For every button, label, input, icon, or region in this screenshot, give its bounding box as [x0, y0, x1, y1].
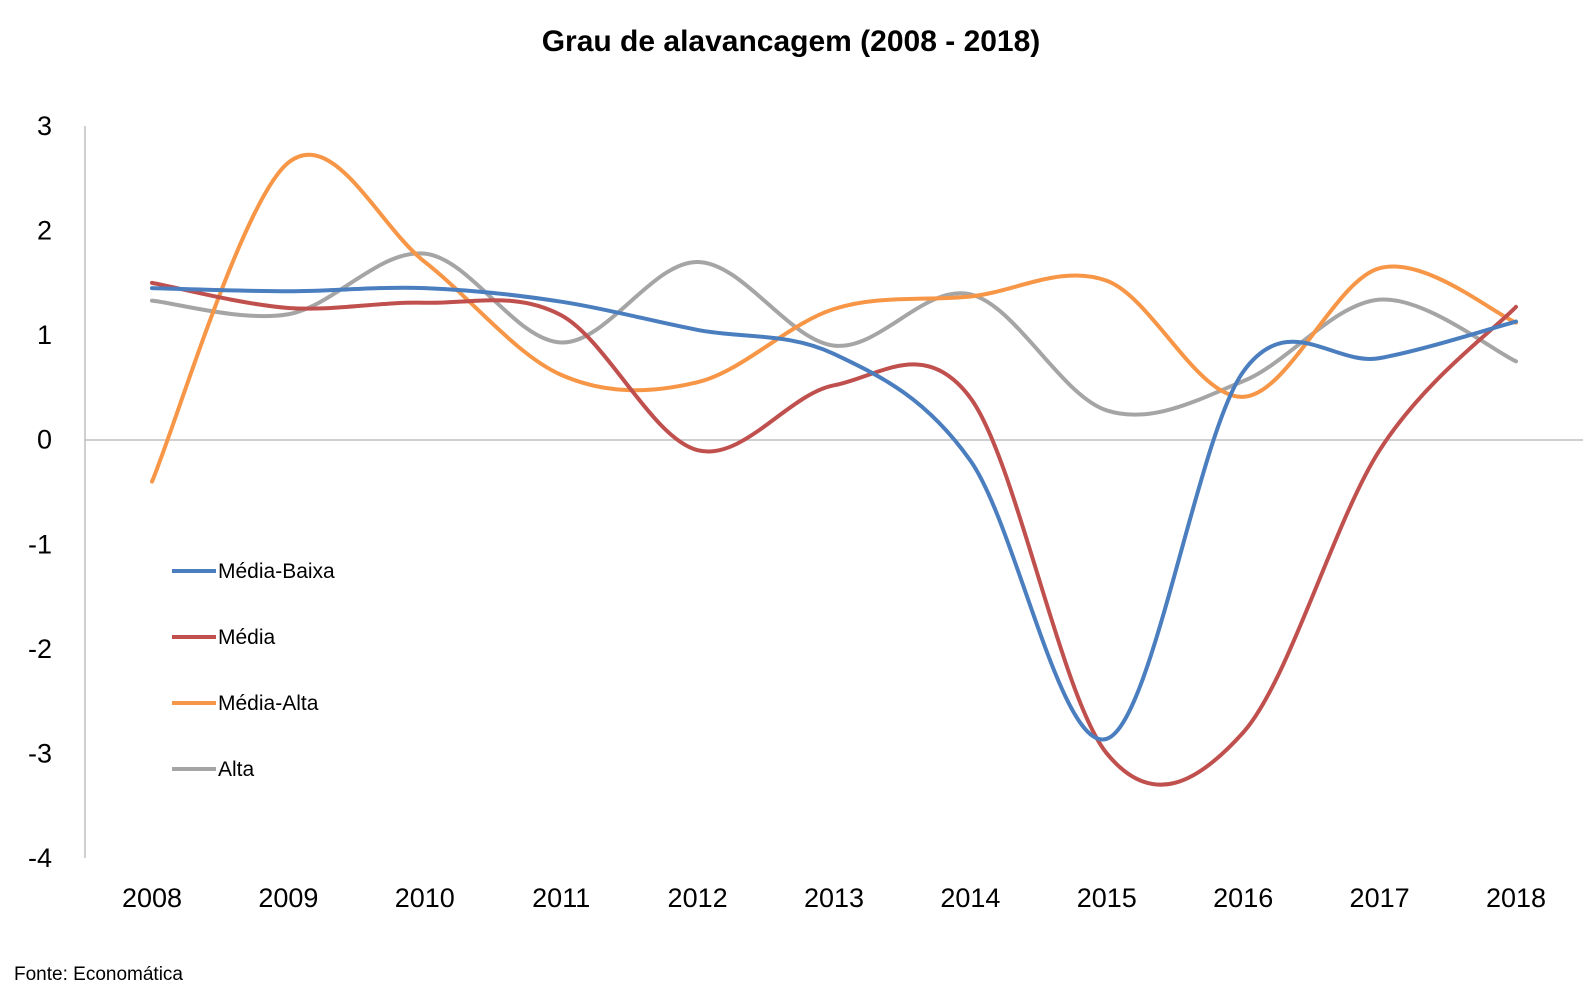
- y-tick-label: 0: [37, 425, 52, 455]
- x-tick-label: 2008: [122, 883, 182, 913]
- x-tick-label: 2010: [395, 883, 455, 913]
- y-axis-ticks: 3 2 1 0 -1 -2 -3 -4: [28, 111, 52, 873]
- y-tick-label: -2: [28, 634, 52, 664]
- x-tick-label: 2018: [1486, 883, 1546, 913]
- series-line-m-dia-alta: [150, 152, 1518, 484]
- x-tick-label: 2015: [1077, 883, 1137, 913]
- series-line-m-dia-baixa: [150, 285, 1518, 742]
- x-axis-ticks: 2008 2009 2010 2011 2012 2013 2014 2015 2016 2017…: [122, 883, 1546, 913]
- series-line-alta: [150, 251, 1518, 417]
- legend-label: Média-Alta: [218, 692, 319, 715]
- chart-title: Grau de alavancagem (2008 - 2018): [542, 25, 1041, 58]
- y-tick-label: 3: [37, 111, 52, 141]
- legend-label: Média-Baixa: [218, 560, 335, 583]
- legend-label: Alta: [218, 758, 255, 781]
- y-tick-label: -3: [28, 738, 52, 768]
- legend-label: Média: [218, 626, 276, 649]
- y-tick-label: 1: [37, 320, 52, 350]
- legend: Média-Baixa Média Média-Alta Alta: [172, 560, 335, 781]
- x-tick-label: 2009: [258, 883, 318, 913]
- x-tick-label: 2012: [668, 883, 728, 913]
- x-tick-label: 2017: [1350, 883, 1410, 913]
- y-tick-label: -1: [28, 529, 52, 559]
- y-tick-label: 2: [37, 216, 52, 246]
- series-lines: [150, 152, 1518, 787]
- source-note: Fonte: Economática: [14, 964, 183, 985]
- x-tick-label: 2011: [532, 883, 590, 913]
- x-tick-label: 2013: [804, 883, 864, 913]
- series-line-m-dia: [150, 280, 1518, 787]
- y-tick-label: -4: [28, 843, 52, 873]
- x-tick-label: 2014: [940, 883, 1000, 913]
- x-tick-label: 2016: [1213, 883, 1273, 913]
